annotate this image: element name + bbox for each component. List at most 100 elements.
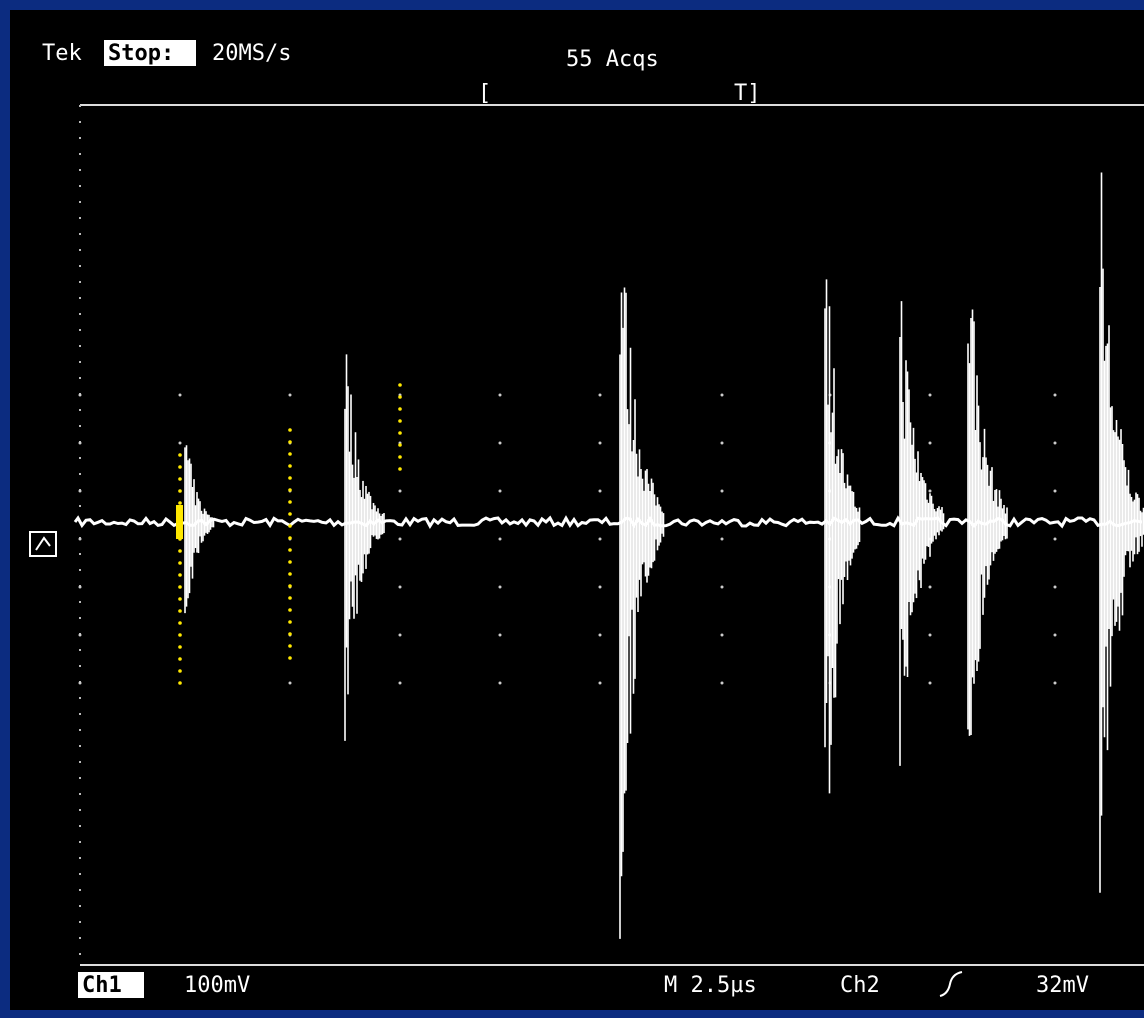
grid-dot [599,682,602,685]
grid-dot [1054,394,1057,397]
cursor-dot [178,549,182,553]
cursor-dot [288,632,292,636]
cursor-dot [398,431,402,435]
page: {"header": {"brand": "Tek", "status": "S… [0,0,1144,1018]
grid-dot [499,586,502,589]
cursor-dot [288,488,292,492]
grid-dot [399,634,402,637]
acquisitions: 55 Acqs [566,47,659,72]
cursor-dot [398,443,402,447]
grid-dot [179,394,182,397]
status: Stop: [108,41,174,66]
grid-dot [79,682,82,685]
ch1-scale: 100mV [184,973,250,998]
grid-dot [399,538,402,541]
grid-dot [499,682,502,685]
grid-dot [79,586,82,589]
grid-dot [929,442,932,445]
cursor-dot [178,453,182,457]
cursor-dot [288,560,292,564]
cursor-dot [178,501,182,505]
grid-dot [1054,682,1057,685]
grid-dot [399,682,402,685]
grid-dot [721,490,724,493]
cursor-dot [398,467,402,471]
grid-dot [289,682,292,685]
cursor-dot [288,620,292,624]
grid-dot [1054,538,1057,541]
cursor-dot [178,681,182,685]
grid-dot [499,442,502,445]
oscilloscope-screen: Tek Stop: 20MS/s 55 Acqs [ T] Ch1 100mV … [0,0,1144,1018]
cursor-dot [398,383,402,387]
grid-dot [499,538,502,541]
grid-dot [399,490,402,493]
grid-dot [499,634,502,637]
grid-dot [721,538,724,541]
cursor-dot [178,585,182,589]
grid-dot [289,394,292,397]
channel: Ch1 [82,973,122,998]
grid-dot [499,394,502,397]
cursor-dot [288,524,292,528]
cursor-dot [398,419,402,423]
grid-dot [79,442,82,445]
cursor-dot [178,477,182,481]
brand: Tek [42,41,82,66]
cursor-dot [178,609,182,613]
grid-dot [179,442,182,445]
grid-dot [721,634,724,637]
trigger-marker: T] [734,81,761,106]
grid-dot [929,634,932,637]
cursor-dot [178,645,182,649]
cursor-dot [288,596,292,600]
sample-rate: 20MS/s [212,41,291,66]
cursor-dot [288,476,292,480]
grid-dot [721,586,724,589]
cursor-dot [288,548,292,552]
cursor-dot [288,644,292,648]
cursor-dot [178,561,182,565]
cursor-dot [288,572,292,576]
cursor-dot [288,452,292,456]
cursor-dot [178,465,182,469]
grid-dot [79,394,82,397]
cursor-dot [288,440,292,444]
cursor-dot [178,489,182,493]
cursor-dot [288,512,292,516]
cursor-dot [398,395,402,399]
grid-dot [499,490,502,493]
grid-dot [929,586,932,589]
grid-dot [721,442,724,445]
grid-dot [1054,586,1057,589]
grid-dot [399,586,402,589]
cursor-dot [288,428,292,432]
grid-dot [721,682,724,685]
grid-dot [1054,634,1057,637]
cursor-dot [288,500,292,504]
grid-dot [599,586,602,589]
cursor-dot [288,536,292,540]
cursor-dot [178,573,182,577]
cursor-dot [178,621,182,625]
cursor-dot [288,656,292,660]
grid-dot [79,490,82,493]
grid-dot [599,442,602,445]
cursor-dot [178,657,182,661]
grid-dot [599,634,602,637]
trigger-source: Ch2 [840,973,880,998]
grid-dot [79,538,82,541]
cursor-dot [288,608,292,612]
cursor-dot [398,455,402,459]
cursor-dot [178,633,182,637]
grid-dot [929,394,932,397]
cursor-dot [178,669,182,673]
cursor-left: [ [478,81,491,106]
grid-dot [599,394,602,397]
grid-dot [1054,442,1057,445]
cursor-dot [398,407,402,411]
grid-dot [721,394,724,397]
grid-dot [599,538,602,541]
grid-dot [929,490,932,493]
grid-dot [1054,490,1057,493]
